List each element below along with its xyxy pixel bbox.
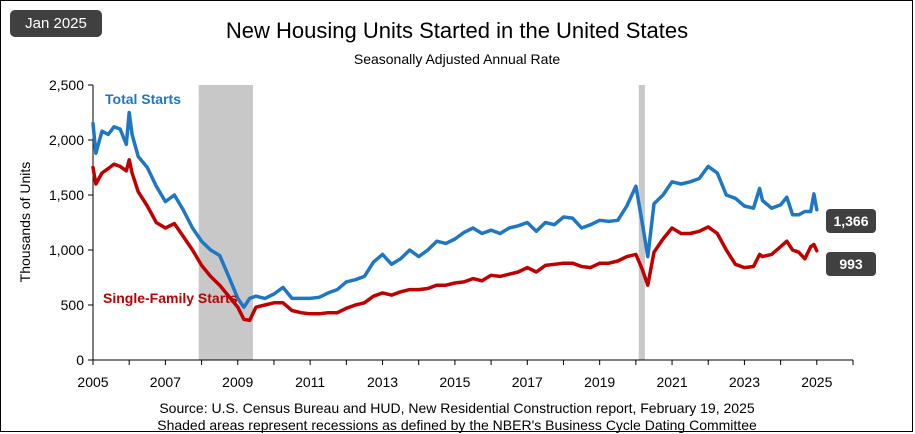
x-tick-label: 2005 [77, 374, 108, 390]
x-tick-label: 2019 [584, 374, 615, 390]
total-starts-end-badge [826, 209, 876, 233]
x-tick-label: 2013 [367, 374, 398, 390]
y-tick-label: 500 [61, 297, 85, 313]
x-tick-label: 2015 [439, 374, 470, 390]
x-tick-label: 2017 [512, 374, 543, 390]
x-tick-label: 2021 [656, 374, 687, 390]
single-family-starts-label: Single-Family Starts [103, 290, 238, 306]
x-tick-label: 2009 [222, 374, 253, 390]
x-tick-label: 2011 [295, 374, 325, 390]
source-note: Source: U.S. Census Bureau and HUD, New … [159, 400, 755, 416]
x-tick-label: 2025 [801, 374, 832, 390]
y-tick-label: 2,000 [49, 132, 84, 148]
x-tick-label: 2007 [150, 374, 181, 390]
total-starts-end-value: 1,366 [833, 213, 868, 229]
single-family-starts-end-value: 993 [839, 256, 863, 272]
x-tick-label: 2023 [729, 374, 760, 390]
single-family-starts-line [91, 158, 819, 323]
y-tick-label: 2,500 [49, 77, 84, 93]
chart-subtitle: Seasonally Adjusted Annual Rate [354, 51, 560, 67]
total-starts-label: Total Starts [105, 91, 181, 107]
series-lines [91, 110, 819, 323]
y-tick-label: 0 [76, 352, 84, 368]
recession-note: Shaded areas represent recessions as def… [157, 417, 757, 433]
y-axis-label: Thousands of Units [17, 162, 33, 283]
y-tick-label: 1,000 [49, 242, 84, 258]
date-badge: Jan 2025 [10, 10, 102, 37]
chart-title: New Housing Units Started in the United … [226, 18, 688, 43]
series-labels: Total Starts 1,366 Single-Family Starts 993 [103, 91, 876, 306]
recession-band-0 [198, 85, 253, 360]
y-tick-label: 1,500 [49, 187, 84, 203]
single-family-starts-end-badge [826, 252, 876, 276]
axes: 0 500 1,000 1,500 2,000 2,500 2005 2007 2009 2011… [49, 77, 854, 390]
total-starts-line [91, 110, 819, 309]
